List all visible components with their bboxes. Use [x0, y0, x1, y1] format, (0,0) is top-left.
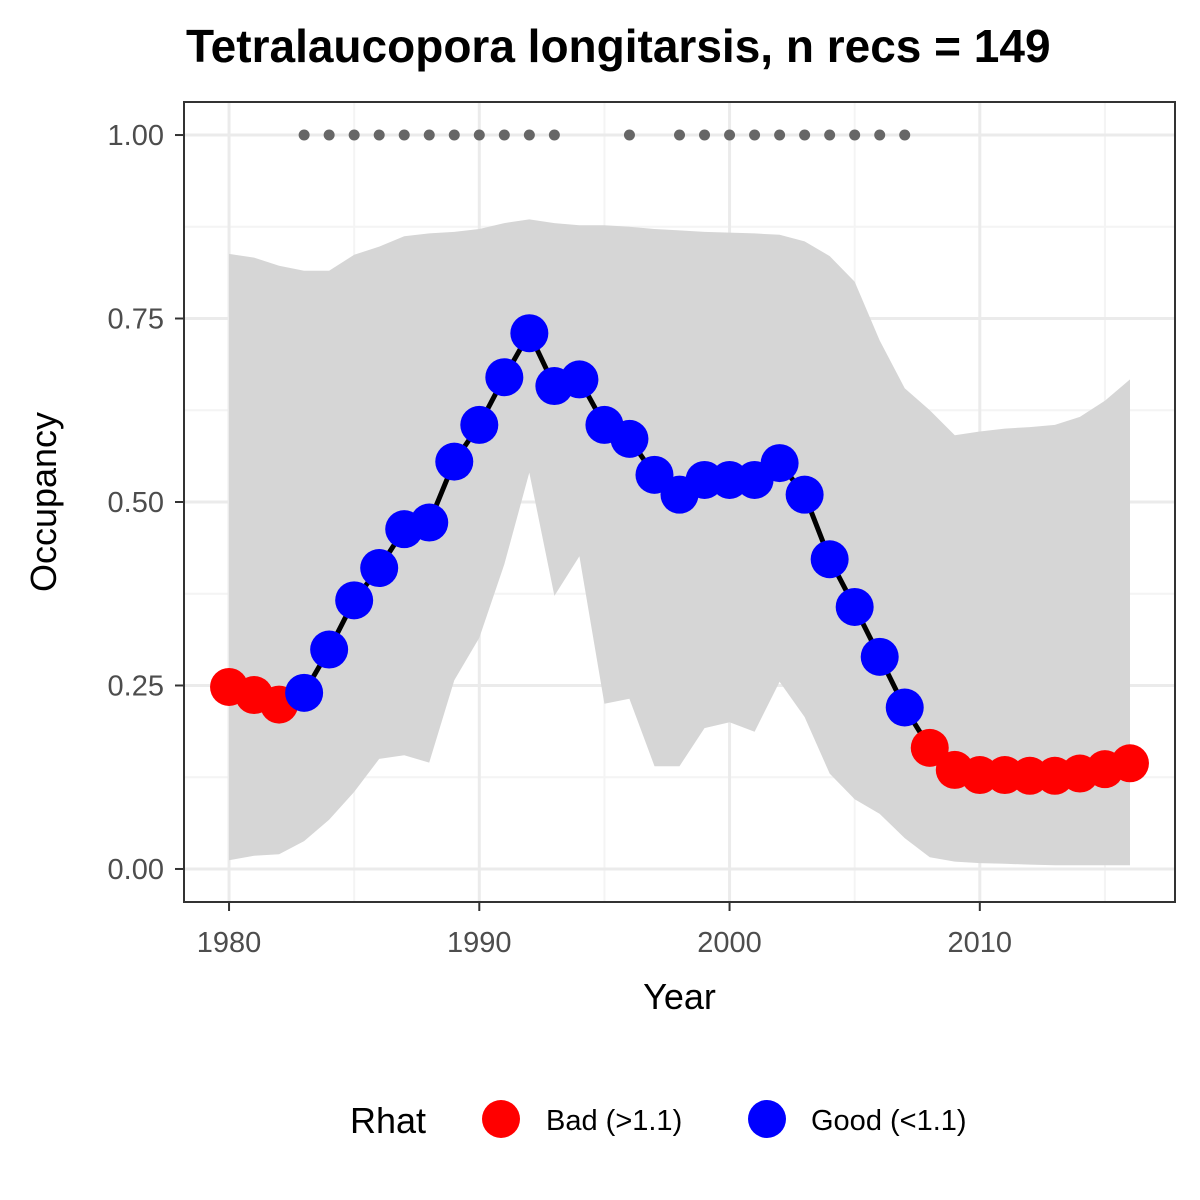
record-dot-1992: [523, 129, 535, 141]
record-dot-1989: [448, 129, 460, 141]
legend-title: Rhat: [350, 1100, 426, 1141]
occupancy-point-2008: [910, 728, 949, 767]
x-tick-labels: 1980 1990 2000 2010: [197, 927, 1012, 959]
record-dot-2007: [899, 129, 911, 141]
y-axis-title: Occupancy: [23, 412, 64, 592]
occupancy-point-2007: [885, 688, 924, 727]
occupancy-point-1994: [560, 360, 599, 399]
legend-label-bad: Bad (>1.1): [546, 1105, 682, 1137]
occupancy-point-1996: [610, 419, 649, 458]
occupancy-point-2005: [835, 587, 874, 626]
occupancy-point-1983: [285, 673, 324, 712]
x-tick-label-0: 1980: [197, 927, 262, 959]
record-dot-2003: [799, 129, 811, 141]
record-dot-1986: [373, 129, 385, 141]
record-dot-2005: [849, 129, 861, 141]
occupancy-point-1991: [485, 358, 524, 397]
record-dot-1993: [548, 129, 560, 141]
occupancy-point-1989: [435, 442, 474, 481]
y-tick-label-4: 1.00: [108, 120, 164, 152]
record-dot-1983: [298, 129, 310, 141]
x-tick-label-1: 1990: [447, 927, 512, 959]
record-dot-2000: [724, 129, 736, 141]
record-dot-1996: [623, 129, 635, 141]
occupancy-point-2004: [810, 540, 849, 579]
y-tick-labels: 0.00 0.25 0.50 0.75 1.00: [108, 120, 164, 886]
occupancy-point-2016: [1110, 744, 1149, 783]
x-axis-title: Year: [643, 976, 716, 1017]
y-tick-label-2: 0.50: [108, 487, 164, 519]
occupancy-point-1984: [310, 630, 349, 669]
occupancy-points-layer: [210, 314, 1149, 795]
record-dot-2004: [824, 129, 836, 141]
occupancy-point-2006: [860, 637, 899, 676]
y-tick-label-0: 0.00: [108, 854, 164, 886]
record-dot-1990: [473, 129, 485, 141]
occupancy-point-2003: [785, 475, 824, 514]
record-dot-1987: [398, 129, 410, 141]
x-tick-label-2: 2000: [697, 927, 762, 959]
record-dot-1998: [674, 129, 685, 141]
chart-title: Tetralaucopora longitarsis, n recs = 149: [186, 20, 1051, 72]
occupancy-point-1992: [510, 314, 549, 353]
y-tick-label-1: 0.25: [108, 670, 164, 702]
record-dot-1984: [323, 129, 335, 141]
record-dot-1999: [699, 129, 711, 141]
occupancy-point-1985: [335, 581, 374, 620]
occupancy-point-1988: [410, 503, 449, 542]
record-dot-1991: [498, 129, 510, 141]
record-dot-2001: [749, 129, 761, 141]
occupancy-point-1986: [360, 549, 399, 588]
legend-label-good: Good (<1.1): [811, 1105, 967, 1137]
legend-key-bad: [482, 1100, 520, 1138]
y-tick-label-3: 0.75: [108, 304, 164, 336]
record-dot-2006: [874, 129, 886, 141]
record-dot-1988: [423, 129, 435, 141]
record-dot-2002: [774, 129, 786, 141]
x-tick-label-3: 2010: [948, 927, 1013, 959]
legend-key-good: [748, 1100, 786, 1138]
axis-ticks: [175, 134, 981, 911]
record-dots-layer: [298, 129, 911, 141]
legend: Rhat Bad (>1.1) Good (<1.1): [350, 1100, 967, 1141]
occupancy-point-1990: [460, 405, 499, 444]
occupancy-point-2002: [760, 444, 799, 483]
record-dot-1985: [348, 129, 360, 141]
